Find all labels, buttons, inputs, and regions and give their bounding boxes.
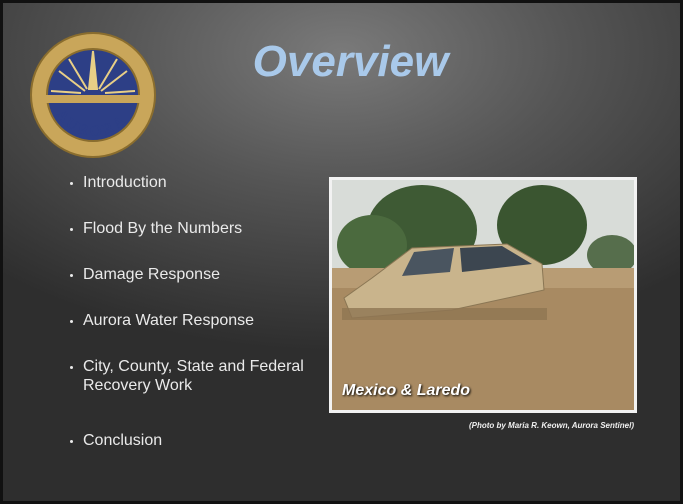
slide: AURORA Overview Introduction Flood By th… [0, 0, 683, 504]
photo-image [332, 180, 634, 410]
bullet: Flood By the Numbers [83, 219, 323, 238]
photo-caption: Mexico & Laredo [342, 382, 470, 400]
bullet: City, County, State and Federal Recovery… [83, 357, 323, 395]
bullet: Aurora Water Response [83, 311, 323, 330]
bullet: Introduction [83, 173, 323, 192]
bullet-list: Introduction Flood By the Numbers Damage… [43, 173, 323, 450]
bullet: Damage Response [83, 265, 323, 284]
photo: Mexico & Laredo [329, 177, 637, 413]
photo-credit: (Photo by Maria R. Keown, Aurora Sentine… [469, 421, 634, 430]
logo: AURORA [29, 31, 159, 161]
slide-title: Overview [203, 37, 498, 87]
bullet: Conclusion [83, 431, 323, 450]
